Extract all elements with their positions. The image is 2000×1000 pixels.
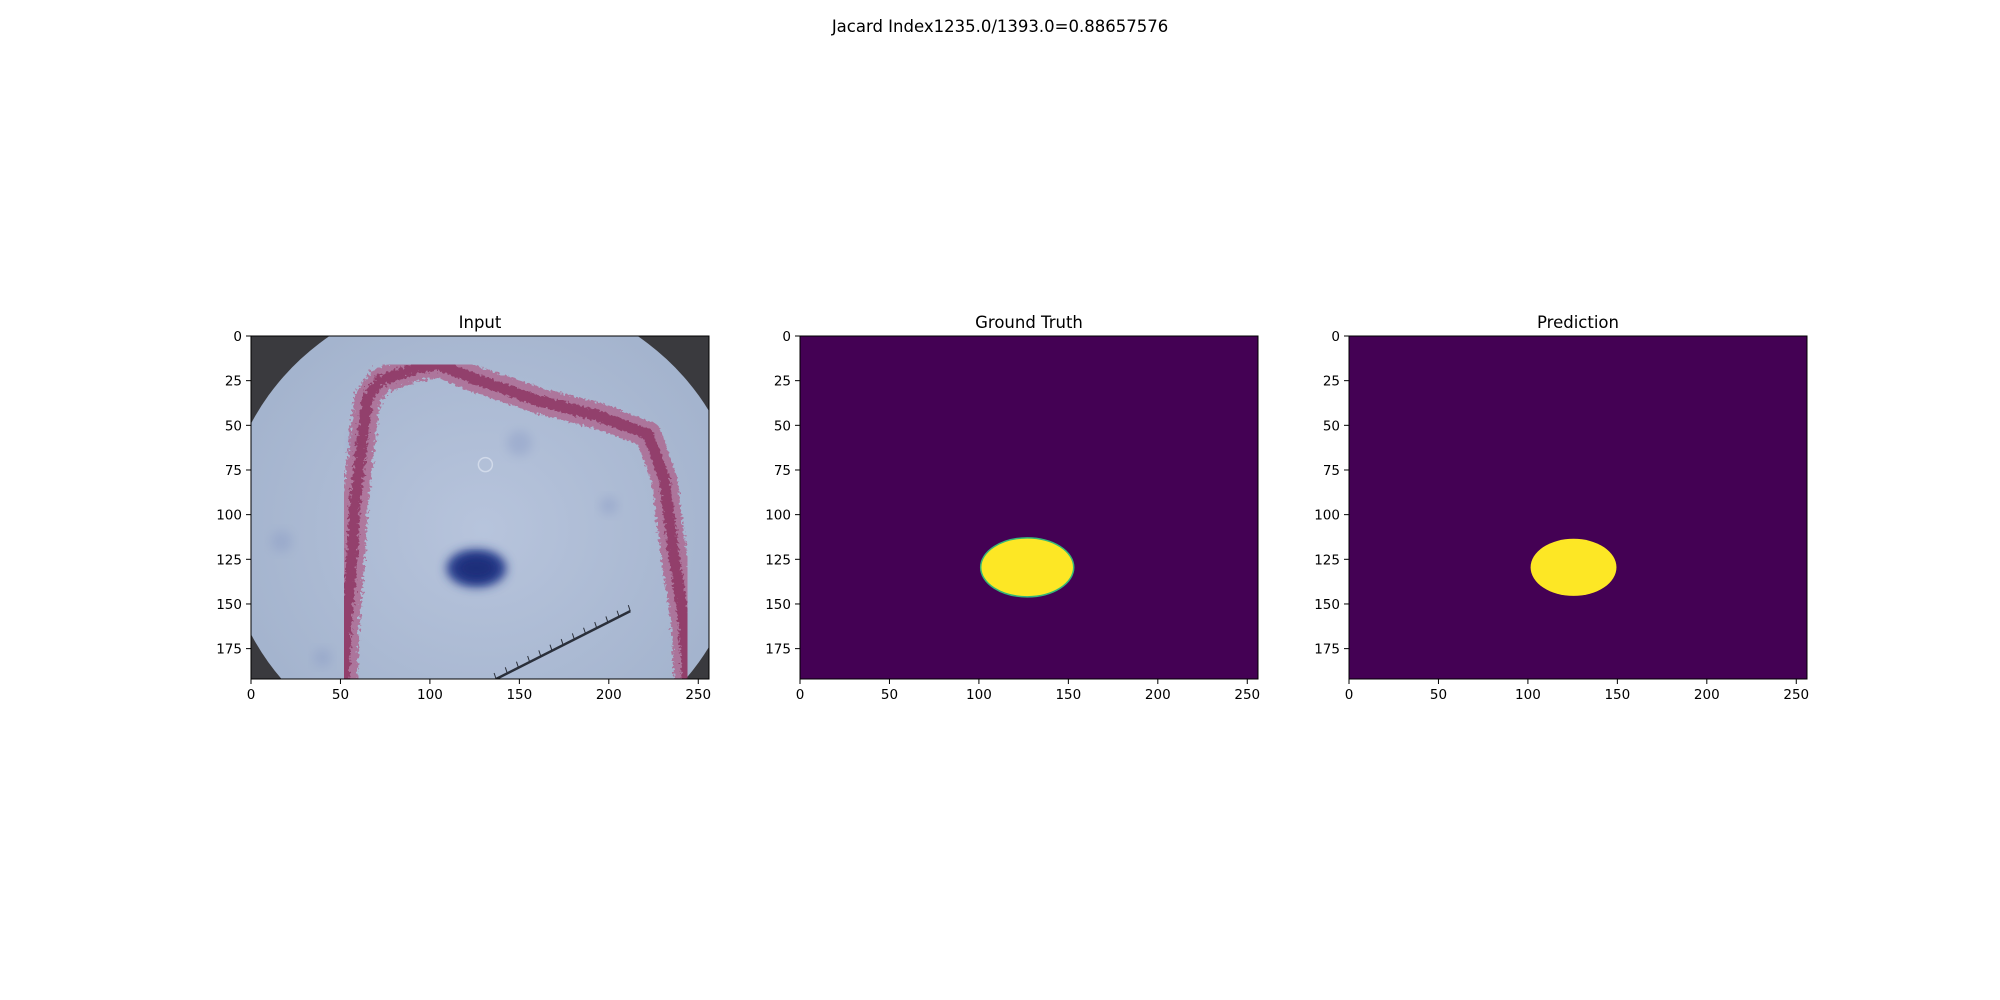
mask-background [800,336,1258,679]
y-tick-label: 150 [216,597,242,613]
x-tick-label: 50 [332,687,349,703]
y-tick-label: 150 [765,597,791,613]
x-tick-label: 150 [1604,687,1630,703]
y-tick-label: 0 [782,329,791,345]
y-tick-label: 75 [225,463,242,479]
y-tick-label: 125 [1314,552,1340,568]
y-tick-label: 75 [774,463,791,479]
y-tick-label: 0 [1331,329,1340,345]
image-area [1349,336,1807,679]
axes-frame [799,335,1259,680]
x-tick-label: 200 [1145,687,1171,703]
x-tick-label: 0 [1345,687,1354,703]
mask-background [1349,336,1807,679]
y-tick-label: 100 [765,508,791,524]
y-tick-label: 50 [225,418,242,434]
y-tick-label: 100 [1314,508,1340,524]
x-tick-label: 50 [1430,687,1447,703]
x-tick-label: 0 [247,687,256,703]
y-tick-label: 50 [774,418,791,434]
y-tick-label: 75 [1323,463,1340,479]
stain-trail [338,359,693,679]
y-tick-label: 125 [216,552,242,568]
figure-title: Jacard Index1235.0/1393.0=0.88657576 [831,17,1168,36]
y-tick-label: 100 [216,508,242,524]
y-tick-label: 125 [765,552,791,568]
image-area [251,336,709,679]
y-tick-label: 50 [1323,418,1340,434]
y-tick-label: 25 [774,374,791,390]
subplot-ground-truth: Ground Truth 0 50 100 150 200 250 0 25 50 75 100 125… [765,313,1260,703]
mask-region [979,537,1075,598]
subplot-prediction: Prediction 0 50 100 150 200 250 0 25 50 75 100 125 15… [1314,313,1809,703]
y-tick-label: 175 [765,642,791,658]
x-tick-label: 150 [506,687,532,703]
x-tick-label: 250 [685,687,711,703]
y-tick-label: 25 [225,374,242,390]
x-tick-label: 200 [596,687,622,703]
x-tick-label: 100 [1515,687,1541,703]
subplot-title: Input [459,313,502,332]
image-area [800,336,1258,679]
y-tick-label: 25 [1323,374,1340,390]
subplot-title: Prediction [1537,313,1619,332]
droplet [477,456,494,473]
x-tick-label: 100 [417,687,443,703]
subplot-title: Ground Truth [975,313,1083,332]
y-tick-label: 150 [1314,597,1340,613]
x-tick-label: 250 [1234,687,1260,703]
x-tick-label: 50 [881,687,898,703]
x-tick-label: 0 [796,687,805,703]
x-tick-label: 200 [1694,687,1720,703]
x-tick-label: 250 [1783,687,1809,703]
x-tick-label: 100 [966,687,992,703]
axes-frame [250,335,710,680]
y-tick-label: 175 [216,642,242,658]
axes-frame [1348,335,1808,680]
y-tick-label: 175 [1314,642,1340,658]
x-tick-label: 150 [1055,687,1081,703]
mask-region [1530,538,1617,596]
subplot-input: Input 0 50 100 150 200 250 0 25 50 75 100 125 150 175 [216,313,711,703]
y-tick-label: 0 [233,329,242,345]
